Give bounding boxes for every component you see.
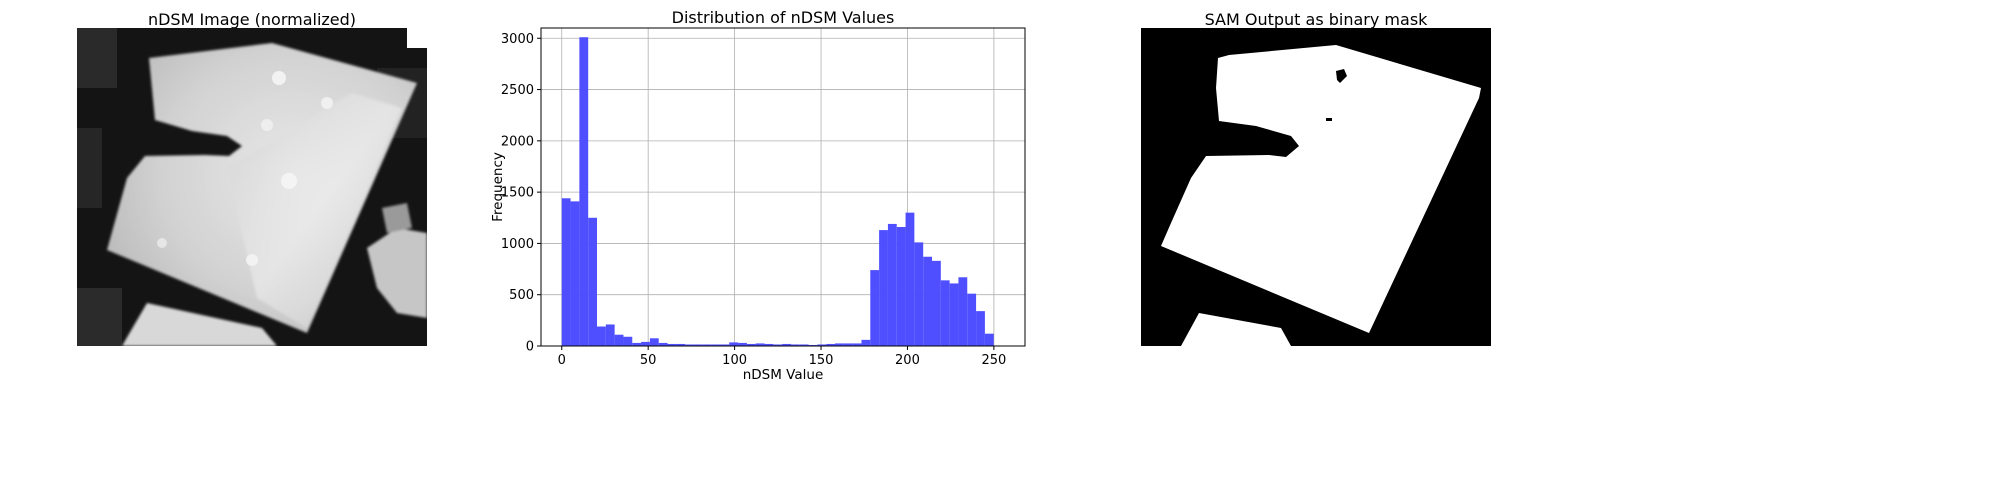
histogram-bar [782,343,791,346]
histogram-bar [755,343,765,346]
histogram-bar [852,343,862,346]
y-tick-label: 3000 [501,32,534,47]
histogram-bar [773,344,783,346]
histogram-bar [914,242,924,346]
grid-lines [541,28,1025,347]
y-tick-label: 1000 [501,237,534,252]
histogram-bar [746,343,756,346]
histogram-bar [984,333,994,346]
x-tick-label: 250 [981,353,1006,368]
histogram-bar [702,344,712,346]
histogram-bar [632,342,642,346]
histogram-bar [870,270,880,346]
histogram-bar [693,344,703,346]
x-axis-label: nDSM Value [743,367,824,383]
histogram-bar [790,344,800,346]
x-tick-label: 200 [895,353,920,368]
y-tick-label: 1500 [501,186,534,201]
histogram-bar [685,344,694,346]
sam-binary-mask [1141,28,1491,346]
histogram-bars [561,37,994,346]
histogram-bar [641,341,650,346]
histogram-bar [879,230,888,346]
histogram-bar [808,344,818,346]
histogram-bar [676,343,686,346]
histogram-bar [649,338,659,346]
right-panel-title: SAM Output as binary mask [1204,10,1428,29]
left-panel-title: nDSM Image (normalized) [147,10,357,29]
histogram-bar [799,344,809,346]
y-axis-label: Frequency [490,152,506,222]
y-tick-label: 500 [509,288,534,303]
x-tick-label: 150 [809,353,834,368]
histogram-bar [958,277,968,346]
histogram-bar [597,326,606,346]
histogram-bar [605,324,615,346]
ndsm-image [77,28,427,346]
histogram-bar [764,343,774,346]
histogram-bar [720,344,730,346]
histogram-bar [658,342,668,346]
histogram-bar [940,280,950,346]
histogram-bar [570,201,580,346]
histogram-bar [932,260,941,346]
histogram-bar [561,198,571,346]
histogram-bar [905,212,915,346]
histogram-bar [949,283,959,346]
histogram-bar [711,344,721,346]
histogram-bar [667,343,677,346]
y-tick-label: 2500 [501,83,534,98]
histogram-bar [817,344,827,346]
histogram-bar [967,293,977,346]
chart-title: Distribution of nDSM Values [672,8,895,27]
histogram-bar [896,227,906,346]
histogram-bar [579,37,589,346]
x-tick-label: 50 [640,353,657,368]
histogram-bar [826,343,836,346]
x-tick-label: 0 [558,353,566,368]
histogram-bar [738,342,747,346]
histogram-bar [835,343,844,346]
histogram-bar [623,336,633,346]
x-tick-label: 100 [722,353,747,368]
y-tick-label: 0 [526,340,534,355]
y-tick-label: 2000 [501,134,534,149]
histogram-bar [887,223,897,346]
histogram-bar [729,342,739,346]
histogram-bar [843,343,853,346]
histogram-bar [861,339,871,346]
plot-frame [540,27,1026,347]
histogram-bar [976,311,985,346]
histogram-bar [588,217,598,346]
histogram-bar [614,334,624,346]
histogram-bar [923,256,933,346]
